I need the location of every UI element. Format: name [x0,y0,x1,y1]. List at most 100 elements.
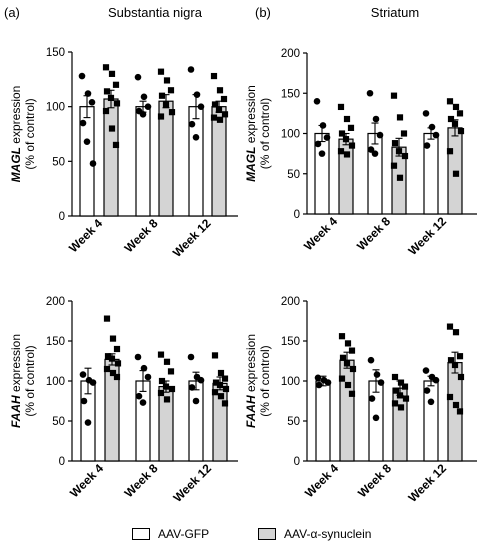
y-tick-label: 100 [281,376,300,388]
y-axis-label: FAAH expression [244,334,258,428]
data-point-synuclein [220,95,228,103]
data-point-synuclein [451,361,459,369]
data-point-gfp [422,367,430,374]
data-point-synuclein [347,124,355,131]
y-tick-label: 0 [59,456,65,468]
data-point-synuclein [163,77,171,84]
data-point-gfp [139,111,147,118]
y-axis-label: MAGL expression [9,86,23,183]
data-point-synuclein [113,100,121,107]
data-point-synuclein [221,400,229,407]
legend-label-aav-synuclein: AAV-α-synuclein [284,527,372,541]
data-point-gfp [427,398,435,406]
data-point-gfp [197,376,205,384]
data-point-gfp [197,103,205,110]
data-point-synuclein [338,333,346,340]
data-point-synuclein [343,360,351,367]
data-point-gfp [314,374,322,382]
data-point-gfp [366,89,374,97]
data-point-synuclein [167,368,175,375]
data-point-synuclein [157,389,165,397]
bar-synuclein [103,98,119,217]
data-point-synuclein [217,369,225,377]
data-point-synuclein [103,315,111,322]
data-point-synuclein [216,87,224,94]
data-point-synuclein [109,335,117,342]
data-point-gfp [188,120,196,128]
data-point-synuclein [395,148,403,155]
data-point-synuclein [338,375,346,382]
data-point-synuclein [337,148,345,155]
data-point-synuclein [391,373,399,381]
data-point-synuclein [391,140,399,147]
data-point-synuclein [222,385,230,393]
data-point-gfp [79,119,87,127]
y-tick-label: 50 [52,156,65,168]
data-point-synuclein [157,351,165,358]
data-point-synuclein [343,151,351,158]
data-point-gfp [83,138,91,145]
data-point-synuclein [113,373,121,381]
data-point-synuclein [391,400,399,407]
data-point-synuclein [162,383,170,390]
y-tick-label: 200 [46,296,65,308]
figure: (a) Substantia nigra 0 50 100 150 MAGL express… [4,5,477,505]
x-tick-label: Week 12 [170,216,214,260]
y-axis-label: FAAH expression [9,334,23,428]
data-point-synuclein [157,113,165,120]
data-point-gfp [368,395,376,402]
y-axis-label-text: expression [9,86,23,147]
data-point-gfp [423,387,431,394]
data-point-gfp [79,371,87,378]
data-point-synuclein [447,115,455,123]
data-point-gfp [144,373,152,381]
data-point-synuclein [167,87,175,94]
data-point-synuclein [112,141,120,149]
data-point-synuclein [446,393,454,401]
data-point-synuclein [221,375,229,382]
data-point-synuclein [114,360,122,367]
data-point-synuclein [400,130,408,137]
data-point-gfp [84,419,92,426]
data-point-synuclein [211,389,219,396]
data-point-synuclein [456,110,464,117]
data-point-gfp [144,103,152,110]
data-point-synuclein [109,369,117,377]
y-axis-label-line2: (% of control) [23,98,37,169]
data-point-synuclein [163,358,171,365]
data-point-synuclein [396,114,404,121]
data-point-gfp [134,353,142,361]
legend-item-aav-gfp: AAV-GFP [132,527,209,541]
data-point-gfp [319,122,327,129]
data-point-gfp [140,364,148,372]
data-point-synuclein [211,352,219,359]
y-tick-label: 150 [46,336,65,348]
y-axis-label-text: expression [9,334,23,395]
data-point-synuclein [343,115,351,123]
y-tick-label: 100 [46,376,65,388]
y-axis-label-line2: (% of control) [258,98,272,169]
data-point-gfp [372,414,380,422]
data-point-gfp [428,123,436,131]
data-point-gfp [140,93,148,101]
data-point-synuclein [107,94,115,102]
bar-gfp [135,380,151,462]
data-point-synuclein [348,347,356,354]
data-point-synuclein [456,408,464,415]
x-tick-label: Week 12 [405,214,449,258]
y-tick-label: 150 [46,47,65,59]
data-point-synuclein [447,357,455,364]
legend: AAV-GFP AAV-α-synuclein [0,527,484,545]
data-point-synuclein [163,396,171,403]
y-axis-label: MAGL expression [244,85,258,182]
y-tick-label: 200 [281,296,300,308]
data-point-synuclein [446,98,454,105]
data-point-synuclein [397,404,405,411]
data-point-synuclein [108,125,116,132]
y-axis-label-gene: FAAH [9,395,23,428]
y-axis-label-line2: (% of control) [258,345,272,416]
legend-label-aav-gfp: AAV-GFP [158,527,210,541]
data-point-synuclein [344,381,352,389]
data-point-synuclein [158,377,166,385]
x-tick-label: Week 8 [355,461,394,500]
